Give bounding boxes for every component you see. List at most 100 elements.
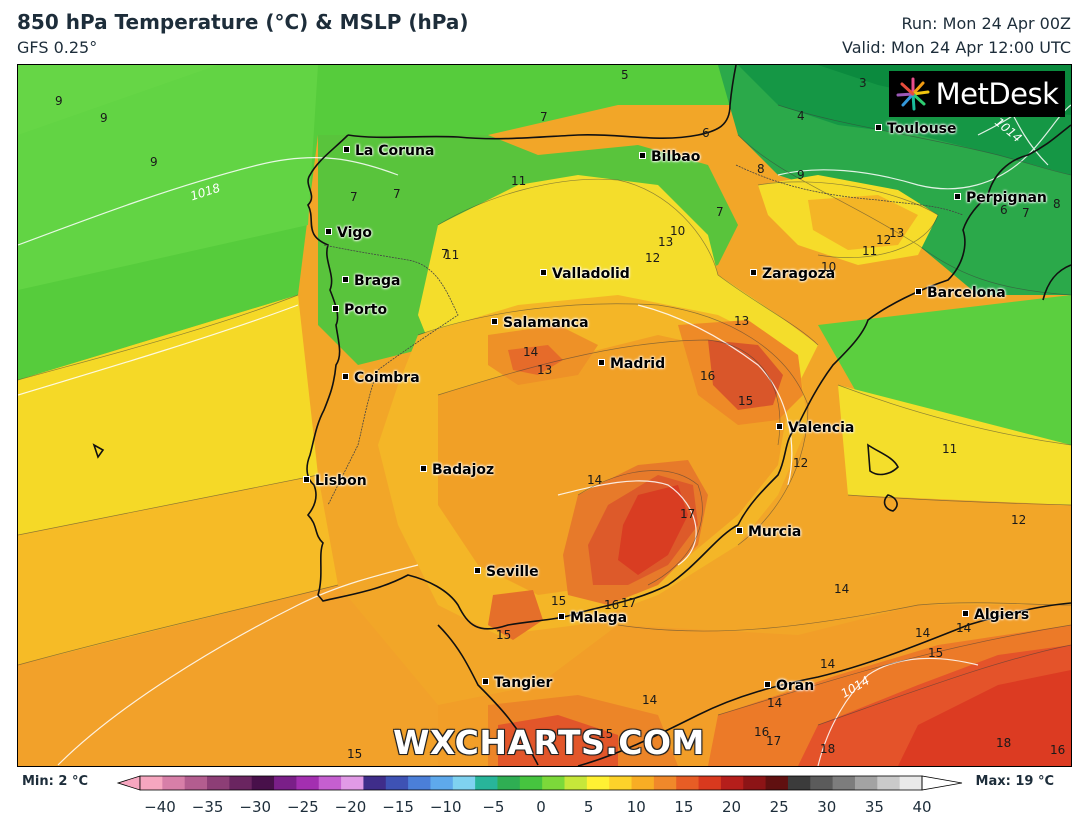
scale-tick-label: 20 [721,798,742,816]
temperature-label: 14 [587,473,603,487]
scale-swatch [162,776,186,790]
scale-tick-label: −25 [287,798,319,816]
scale-swatch [229,776,253,790]
scale-swatch [631,776,655,790]
scale-swatch [497,776,521,790]
scale-tick-label: 5 [583,798,594,816]
scale-swatch [296,776,320,790]
city-label: Bilbao [639,149,700,165]
temperature-label: 16 [604,598,620,612]
scale-tick-label: 15 [674,798,694,816]
city-label: La Coruna [343,143,434,159]
city-label: Seville [474,564,539,580]
city-label: Braga [342,273,401,289]
city-label: Valencia [776,420,854,436]
scale-swatch [586,776,610,790]
scale-swatch [408,776,431,790]
temperature-label: 7 [441,247,449,261]
temperature-label: 12 [1011,513,1027,527]
temperature-label: 14 [523,345,539,359]
scale-swatch [452,776,476,790]
scale-swatch [542,776,566,790]
city-label: Badajoz [420,462,494,478]
scale-tick-label: −10 [429,798,462,816]
scale-swatch [743,776,767,790]
color-scale-bar [116,775,963,791]
temperature-label: 7 [1022,206,1030,220]
temperature-label: 15 [496,628,512,642]
temperature-label: 7 [540,110,548,124]
scale-tick-label: −20 [334,798,367,816]
min-value-label: Min: 2 °C [22,774,88,789]
scale-swatch [854,776,878,790]
city-label: Tangier [482,675,552,691]
scale-tick-label: 25 [769,798,789,816]
city-label: Barcelona [915,285,1006,301]
scale-frame [139,775,923,791]
temperature-label: 7 [393,187,401,201]
temperature-label: 15 [347,747,363,761]
temperature-label: 6 [702,126,710,140]
scale-swatch [184,776,208,790]
color-scale-legend: Min: 2 °C Max: 19 °C −40 −35 −30 −25 −20 −15−… [0,770,1088,833]
city-label: Malaga [558,610,627,626]
metdesk-logo: MetDesk [889,71,1065,117]
run-time: Run: Mon 24 Apr 00Z [901,14,1071,33]
scale-swatch [519,776,543,790]
scale-swatch [765,776,789,790]
temperature-label: 9 [797,168,805,182]
temperature-label: 13 [889,226,905,240]
scale-swatch [318,776,342,790]
model-name: GFS 0.25° [17,38,98,57]
scale-tick-label: 35 [864,798,884,816]
scale-swatch [609,776,633,790]
temperature-label: 7 [350,190,358,204]
city-label: Porto [332,302,387,318]
temperature-label: 10 [821,260,837,274]
scale-tick-label: −35 [191,798,224,816]
city-label: Lisbon [303,473,367,489]
city-label: Salamanca [491,315,589,331]
temperature-label: 6 [1000,203,1008,217]
temperature-label: 11 [942,442,958,456]
temperature-label: 8 [1053,197,1061,211]
city-label: Madrid [598,356,665,372]
scale-swatch [475,776,498,790]
scale-tick-label: 0 [536,798,546,816]
weather-map: La Coruna Bilbao Toulouse Perpignan Vigo… [17,64,1072,767]
city-label: Oran [764,678,814,694]
scale-swatch [698,776,722,790]
city-label: Toulouse [875,121,957,137]
temperature-label: 12 [793,456,809,470]
temperature-label: 9 [55,94,63,108]
temperature-label: 17 [766,734,782,748]
max-value-label: Max: 19 °C [975,774,1054,789]
temperature-label: 16 [700,369,716,383]
scale-arrow-left [116,775,141,791]
city-label: Algiers [962,607,1029,623]
temperature-label: 3 [859,76,867,90]
temperature-label: 15 [598,727,614,741]
scale-swatch [207,776,230,790]
temperature-label: 14 [956,621,972,635]
temperature-label: 15 [738,394,754,408]
scale-swatch [341,776,364,790]
scale-swatch [430,776,454,790]
temperature-label: 16 [754,725,770,739]
scale-tick-label: −40 [144,798,176,816]
scale-swatch [810,776,834,790]
scale-swatch [274,776,297,790]
logo-burst-icon [896,77,930,111]
chart-title: 850 hPa Temperature (°C) & MSLP (hPa) [17,10,469,34]
city-label: Valladolid [540,266,630,282]
temperature-label: 14 [915,626,931,640]
temperature-label: 11 [511,174,527,188]
temperature-label: 16 [1050,743,1066,757]
scale-swatch [140,776,163,790]
city-label: Coimbra [342,370,420,386]
temperature-label: 13 [734,314,750,328]
city-label: Vigo [325,225,372,241]
scale-swatch [877,776,901,790]
scale-tick-label: 10 [626,798,646,816]
watermark: WXCHARTS.COM [393,723,705,762]
